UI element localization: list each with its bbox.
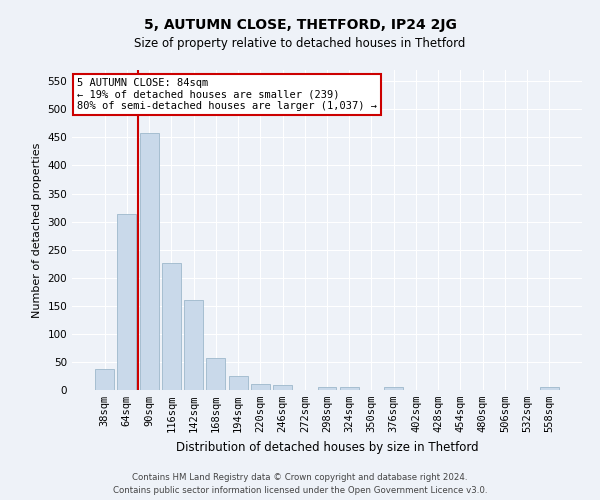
Bar xyxy=(140,133,158,390)
Text: 5 AUTUMN CLOSE: 84sqm
← 19% of detached houses are smaller (239)
80% of semi-det: 5 AUTUMN CLOSE: 84sqm ← 19% of detached … xyxy=(77,78,377,111)
Bar xyxy=(340,386,359,390)
Bar xyxy=(95,368,114,390)
Bar xyxy=(229,376,248,390)
Text: 5, AUTUMN CLOSE, THETFORD, IP24 2JG: 5, AUTUMN CLOSE, THETFORD, IP24 2JG xyxy=(143,18,457,32)
Bar xyxy=(251,384,270,390)
Bar xyxy=(540,387,559,390)
Bar xyxy=(184,300,203,390)
Bar xyxy=(317,387,337,390)
Bar xyxy=(384,386,403,390)
Bar xyxy=(206,358,225,390)
Text: Size of property relative to detached houses in Thetford: Size of property relative to detached ho… xyxy=(134,38,466,51)
Y-axis label: Number of detached properties: Number of detached properties xyxy=(32,142,42,318)
Text: Contains HM Land Registry data © Crown copyright and database right 2024.
Contai: Contains HM Land Registry data © Crown c… xyxy=(113,474,487,495)
Bar xyxy=(273,385,292,390)
Bar xyxy=(162,263,181,390)
Bar xyxy=(118,214,136,390)
X-axis label: Distribution of detached houses by size in Thetford: Distribution of detached houses by size … xyxy=(176,440,478,454)
